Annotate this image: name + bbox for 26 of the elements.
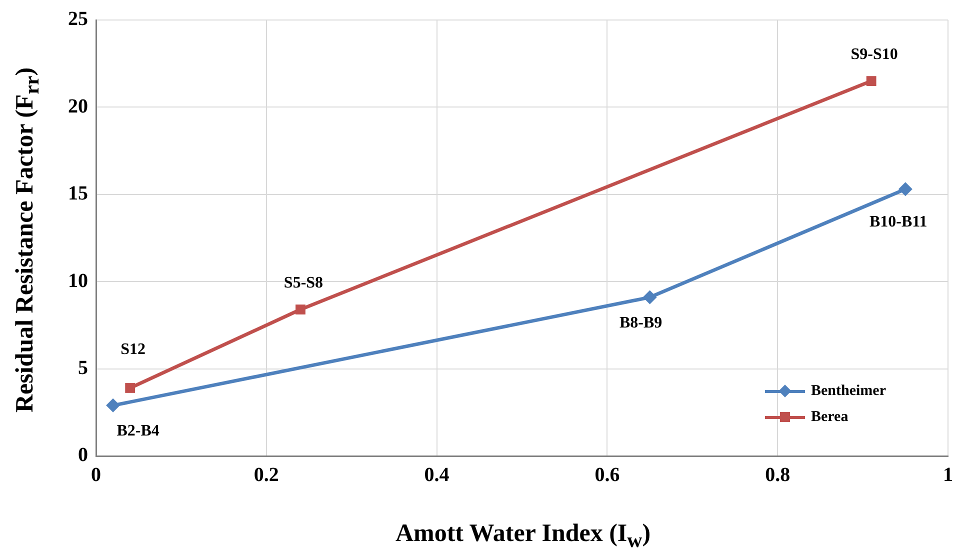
annotation: B2-B4 [116, 422, 160, 440]
point [125, 383, 136, 393]
point [642, 290, 657, 304]
annotation: B8-B9 [619, 314, 662, 332]
y-tick-label: 10 [68, 270, 88, 292]
legend-label: Berea [811, 408, 848, 426]
x-tick-label: 0.6 [594, 464, 620, 486]
x-tick-label: 0.2 [254, 464, 279, 486]
x-tick-label: 0.8 [765, 464, 790, 486]
y-tick-label: 25 [68, 8, 88, 30]
point [106, 398, 120, 412]
y-tick-label: 0 [78, 444, 88, 466]
point [866, 76, 876, 86]
point [898, 182, 912, 196]
annotation: S9-S10 [850, 46, 898, 64]
y-tick-label: 5 [78, 356, 88, 379]
x-axis-title: Amott Water Index (I$_{w}$) [394, 520, 652, 553]
x-tick-label: 0.4 [424, 464, 450, 486]
annotation: S5-S8 [284, 274, 324, 292]
point [296, 304, 306, 314]
x-tick-label: 1 [943, 464, 953, 486]
annotation: B10-B11 [870, 213, 928, 230]
annotation: S12 [120, 341, 146, 358]
y-tick-label: 20 [68, 95, 88, 118]
legend-label: Bentheimer [811, 382, 886, 400]
y-tick-label: 15 [68, 182, 88, 205]
